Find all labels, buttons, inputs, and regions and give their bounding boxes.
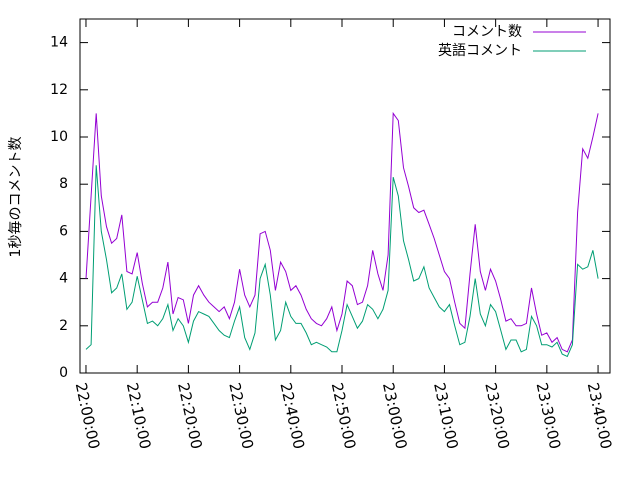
y-tick-label: 8	[59, 176, 68, 192]
x-tick-label: 22:40:00	[276, 381, 308, 451]
x-tick-label: 23:10:00	[430, 381, 462, 451]
y-tick-label: 14	[50, 35, 68, 51]
x-tick-label: 23:20:00	[481, 381, 513, 451]
x-tick-label: 23:40:00	[584, 381, 616, 451]
x-tick-label: 22:00:00	[72, 381, 104, 451]
data-line	[85, 111, 599, 353]
x-tick-label: 22:20:00	[174, 381, 206, 451]
x-tick-label: 23:00:00	[379, 381, 411, 451]
x-tick-label: 22:30:00	[225, 381, 257, 451]
y-tick-label: 2	[59, 318, 68, 334]
data-line	[85, 165, 599, 358]
y-tick-label: 4	[59, 271, 68, 287]
legend-label: コメント数	[452, 24, 522, 40]
y-axis-label: 1秒毎のコメント数	[8, 137, 24, 258]
y-tick-label: 10	[50, 129, 68, 145]
y-tick-label: 6	[59, 223, 68, 239]
legend-label: 英語コメント	[438, 42, 522, 59]
y-tick-label: 12	[50, 82, 68, 98]
x-tick-label: 22:10:00	[123, 381, 155, 451]
x-tick-label: 23:30:00	[533, 381, 565, 451]
plot-frame	[79, 18, 611, 374]
y-tick-label: 0	[59, 365, 68, 381]
x-tick-label: 22:50:00	[328, 381, 360, 451]
